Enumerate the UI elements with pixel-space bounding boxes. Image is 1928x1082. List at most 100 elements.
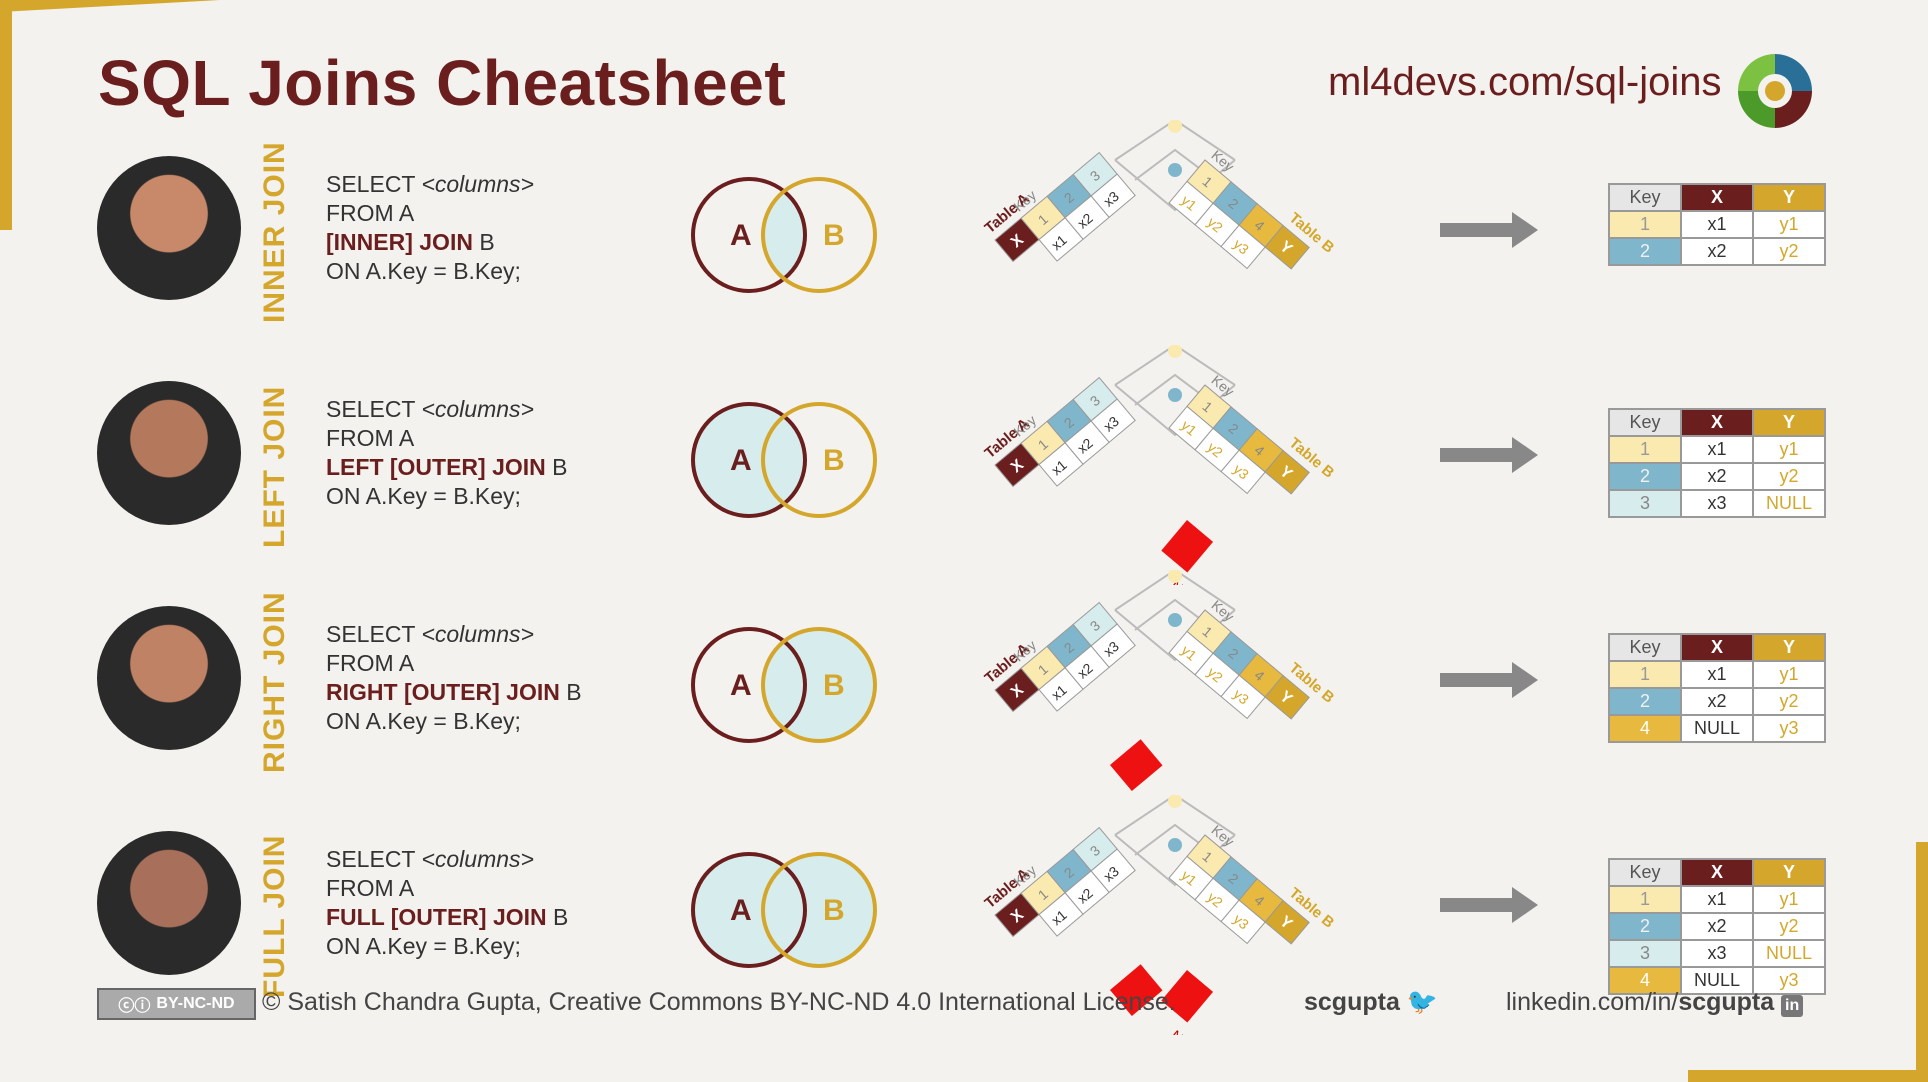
twitter-icon: 🐦 — [1406, 988, 1438, 1016]
table-row: 2 x2 y2 — [1608, 912, 1826, 941]
arrow-right-icon — [1440, 887, 1538, 923]
venn-intersection — [763, 854, 805, 966]
twitter-handle[interactable]: scgupta 🐦 — [1304, 988, 1438, 1016]
column-header: Y — [1752, 858, 1826, 887]
venn-label-a: A — [730, 669, 752, 702]
key-cell: 2 — [1608, 462, 1682, 491]
join-type-label: LEFT JOIN — [258, 385, 291, 548]
sql-snippet: SELECT <columns> FROM A LEFT [OUTER] JOIN … — [326, 396, 568, 509]
license-text: © Satish Chandra Gupta, Creative Commons… — [262, 988, 1176, 1016]
table-row: 3 x3 NULL — [1608, 489, 1826, 518]
avatar — [97, 381, 241, 525]
join-type-label: RIGHT JOIN — [258, 591, 291, 773]
x-cell: NULL — [1680, 966, 1754, 995]
y-cell: NULL — [1752, 939, 1826, 968]
key-cell: 1 — [1608, 210, 1682, 239]
avatar — [97, 831, 241, 975]
result-table: Key X Y 1 x1 y1 2 x2 y2 3 x3 NULL — [1608, 408, 1826, 518]
y-cell: y2 — [1752, 687, 1826, 716]
table-row: 1 x1 y1 — [1608, 435, 1826, 464]
table-row: 2 x2 y2 — [1608, 237, 1826, 266]
corner-decoration — [0, 0, 220, 12]
result-table: Key X Y 1 x1 y1 2 x2 y2 — [1608, 183, 1826, 266]
y-cell: y1 — [1752, 660, 1826, 689]
x-cell: x2 — [1680, 912, 1754, 941]
key-cell: 3 — [1608, 939, 1682, 968]
x-cell: x1 — [1680, 660, 1754, 689]
venn-label-a: A — [730, 219, 752, 252]
column-header: Key — [1608, 183, 1682, 212]
column-header: Key — [1608, 408, 1682, 437]
key-cell: 4 — [1608, 966, 1682, 995]
arrow-right-icon — [1440, 437, 1538, 473]
table-header-row: Key X Y — [1608, 633, 1826, 662]
cc-license-badge: ⓒⓘ BY-NC-ND — [97, 988, 256, 1020]
y-cell: NULL — [1752, 489, 1826, 518]
column-header: Key — [1608, 858, 1682, 887]
key-cell: 2 — [1608, 237, 1682, 266]
venn-label-b: B — [823, 669, 845, 702]
venn-label-a: A — [730, 894, 752, 927]
y-cell: y1 — [1752, 885, 1826, 914]
y-cell: y1 — [1752, 435, 1826, 464]
venn-label-b: B — [823, 219, 845, 252]
sql-snippet: SELECT <columns> FROM A RIGHT [OUTER] JOIN… — [326, 621, 582, 734]
table-row: 1 x1 y1 — [1608, 210, 1826, 239]
table-header-row: Key X Y — [1608, 858, 1826, 887]
x-cell: x2 — [1680, 462, 1754, 491]
y-cell: y2 — [1752, 462, 1826, 491]
sql-snippet: SELECT <columns> FROM A FULL [OUTER] JOIN … — [326, 846, 569, 959]
key-cell: 4 — [1608, 714, 1682, 743]
x-cell: x1 — [1680, 210, 1754, 239]
key-cell: 1 — [1608, 435, 1682, 464]
column-header: Y — [1752, 633, 1826, 662]
y-cell: y2 — [1752, 912, 1826, 941]
linkedin-link[interactable]: linkedin.com/in/scgupta in — [1506, 988, 1804, 1017]
x-cell: x2 — [1680, 237, 1754, 266]
result-table: Key X Y 1 x1 y1 2 x2 y2 3 x3 NULL 4 NULL y3 — [1608, 858, 1826, 995]
column-header: Y — [1752, 183, 1826, 212]
key-cell: 2 — [1608, 687, 1682, 716]
avatar — [97, 156, 241, 300]
y-cell: y3 — [1752, 966, 1826, 995]
x-cell: x3 — [1680, 489, 1754, 518]
site-link[interactable]: ml4devs.com/sql-joins — [1328, 60, 1722, 104]
avatar — [97, 606, 241, 750]
y-cell: y3 — [1752, 714, 1826, 743]
ml4devs-logo-icon — [1738, 54, 1812, 128]
sql-snippet: SELECT <columns> FROM A [INNER] JOIN B ON A… — [326, 171, 534, 284]
table-row: 2 x2 y2 — [1608, 687, 1826, 716]
column-header: Key — [1608, 633, 1682, 662]
column-header: X — [1680, 408, 1754, 437]
venn-intersection — [763, 629, 805, 741]
x-cell: x1 — [1680, 435, 1754, 464]
arrow-right-icon — [1440, 212, 1538, 248]
venn-intersection — [763, 404, 805, 516]
key-cell: 3 — [1608, 489, 1682, 518]
venn-intersection — [763, 179, 805, 291]
table-header-row: Key X Y — [1608, 183, 1826, 212]
key-cell: 1 — [1608, 660, 1682, 689]
key-cell: 2 — [1608, 912, 1682, 941]
linkedin-icon: in — [1781, 995, 1804, 1017]
venn-label-b: B — [823, 444, 845, 477]
x-cell: x3 — [1680, 939, 1754, 968]
table-row: 4 NULL y3 — [1608, 966, 1826, 995]
table-row: 1 x1 y1 — [1608, 885, 1826, 914]
y-cell: y2 — [1752, 237, 1826, 266]
result-table: Key X Y 1 x1 y1 2 x2 y2 4 NULL y3 — [1608, 633, 1826, 743]
svg-text:NULL: NULL — [1168, 1027, 1206, 1035]
